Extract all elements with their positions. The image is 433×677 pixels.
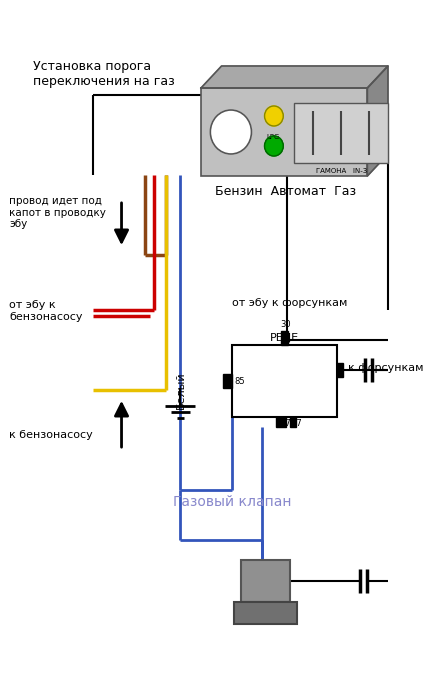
Text: 87: 87: [292, 419, 302, 428]
Bar: [336, 363, 343, 377]
Text: ГАМОНА   IN-3: ГАМОНА IN-3: [316, 168, 367, 174]
Circle shape: [265, 106, 283, 126]
Bar: [241, 560, 290, 602]
Text: Установка порога
переключения на газ: Установка порога переключения на газ: [33, 60, 174, 88]
Text: провод идет под
капот в проводку
эбу: провод идет под капот в проводку эбу: [10, 196, 106, 230]
Text: 30: 30: [281, 320, 291, 329]
Bar: [223, 374, 232, 388]
Text: 85: 85: [235, 376, 245, 385]
Polygon shape: [367, 66, 388, 176]
Circle shape: [265, 136, 283, 156]
Bar: [232, 345, 336, 417]
Text: РЕЛЕ: РЕЛЕ: [270, 333, 299, 343]
Bar: [234, 602, 297, 624]
Text: 87а: 87а: [281, 419, 296, 428]
Bar: [201, 88, 367, 176]
Text: Белый: Белый: [175, 371, 185, 409]
Circle shape: [210, 110, 252, 154]
Text: Бензин  Автомат  Газ: Бензин Автомат Газ: [215, 185, 356, 198]
Bar: [276, 417, 286, 427]
Text: от эбу к
бензонасосу: от эбу к бензонасосу: [10, 300, 83, 322]
Bar: [294, 103, 388, 163]
Text: Газовый клапан: Газовый клапан: [173, 495, 291, 509]
Text: от эбу к форсункам: от эбу к форсункам: [232, 298, 347, 308]
Text: LPG: LPG: [266, 134, 280, 140]
Bar: [281, 331, 288, 345]
Polygon shape: [201, 66, 388, 88]
Text: к форсункам: к форсункам: [348, 363, 423, 373]
Bar: [290, 417, 296, 427]
Text: к бензонасосу: к бензонасосу: [10, 430, 93, 440]
